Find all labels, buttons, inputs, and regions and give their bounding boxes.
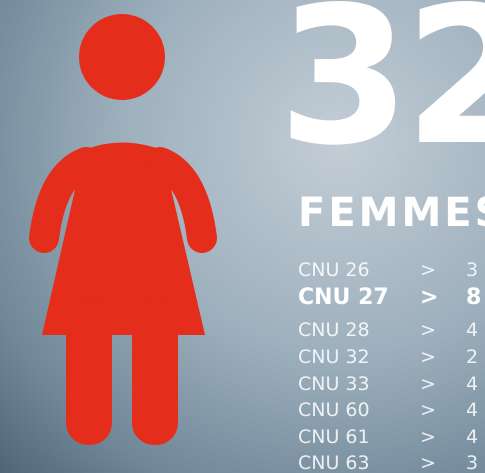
section: CNU 60 [298,397,370,424]
count: 4 [466,317,478,344]
separator: > [420,344,436,371]
section: CNU 32 [298,344,370,371]
count: 4 [466,424,478,451]
section: CNU 28 [298,317,370,344]
label: FEMMES [298,190,485,236]
section: CNU 61 [298,424,370,451]
count: 4 [466,397,478,424]
separator: > [420,284,438,311]
count: 2 [466,344,478,371]
section: CNU 27 [298,284,389,311]
count: 3 [466,257,478,284]
separator: > [420,424,436,451]
infographic: 32 FEMMES CNU 26>3CNU 27>8CNU 28>4CNU 32… [0,0,485,473]
count: 4 [466,371,478,398]
count: 8 [466,284,481,311]
section: CNU 26 [298,257,370,284]
separator: > [420,397,436,424]
section: CNU 63 [298,450,370,473]
separator: > [420,317,436,344]
section: CNU 33 [298,371,370,398]
separator: > [420,450,436,473]
separator: > [420,371,436,398]
separator: > [420,257,436,284]
count: 3 [466,450,478,473]
big-number: 32 [278,0,485,172]
